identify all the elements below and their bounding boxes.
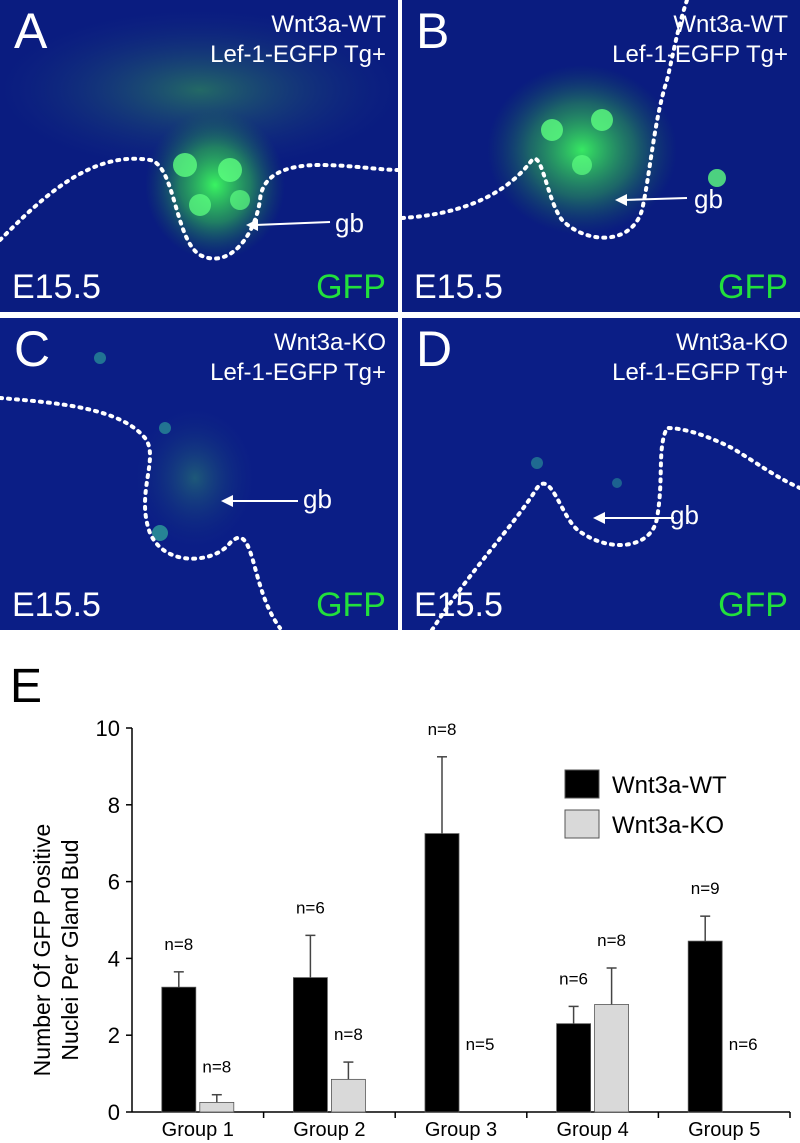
y-axis-label-line2: Nuclei Per Gland Bud (57, 839, 83, 1060)
stain-label: GFP (316, 586, 386, 624)
plot-area: 0 2 4 6 8 10 Group 1 n=8 n=8 Group 2 n=6 n=8 Group 3… (96, 716, 791, 1141)
legend-entry: Wnt3a-WT (612, 772, 727, 799)
bar-ko (594, 1004, 629, 1113)
stage-label: E15.5 (12, 268, 101, 306)
gland-bud-label: gb (670, 500, 699, 530)
micrograph-panel-a: A Wnt3a-WT Lef-1-EGFP Tg+ gb E15.5 GFP (0, 0, 398, 312)
tissue-image-a (0, 0, 398, 312)
legend: Wnt3a-WT Wnt3a-KO (564, 769, 727, 839)
sample-size-label: n=8 (164, 935, 193, 954)
panel-label: C (14, 321, 51, 377)
y-tick-label: 8 (108, 793, 120, 818)
tissue-image-d (402, 318, 800, 630)
sample-size-label: n=8 (597, 931, 626, 950)
sample-size-label: n=8 (202, 1058, 231, 1077)
micrograph-panel-b: B Wnt3a-WT Lef-1-EGFP Tg+ gb E15.5 GFP (402, 0, 800, 312)
bar-wt (161, 986, 197, 1113)
x-tick-label: Group 2 (293, 1119, 365, 1141)
y-axis-label-line1: Number Of GFP Positive (29, 824, 55, 1077)
panel-label: B (416, 3, 450, 59)
x-tick-label: Group 1 (162, 1119, 234, 1141)
tissue-image-c (0, 318, 398, 630)
y-tick-label: 4 (108, 946, 120, 971)
legend-entry: Wnt3a-KO (612, 812, 724, 839)
legend-swatch (564, 769, 600, 799)
y-tick-label: 10 (96, 716, 120, 741)
bar-chart-e: E Number Of GFP Positive Nuclei Per Glan… (10, 660, 791, 1141)
bar-ko (199, 1101, 235, 1113)
x-tick-label: Group 3 (425, 1119, 497, 1141)
micrograph-panel-d: D Wnt3a-KO Lef-1-EGFP Tg+ gb E15.5 GFP (402, 318, 800, 630)
gland-bud-label: gb (303, 484, 332, 514)
genotype-line2: Lef-1-EGFP Tg+ (612, 359, 788, 386)
sample-size-label: n=9 (691, 879, 720, 898)
stage-label: E15.5 (414, 586, 503, 624)
gland-bud-label: gb (335, 208, 364, 238)
genotype-label: Wnt3a-WT Lef-1-EGFP Tg+ (612, 10, 788, 70)
genotype-line2: Lef-1-EGFP Tg+ (210, 41, 386, 68)
y-tick-label: 2 (108, 1023, 120, 1048)
genotype-label: Wnt3a-KO Lef-1-EGFP Tg+ (612, 328, 788, 388)
genotype-line1: Wnt3a-WT (673, 11, 788, 38)
panel-label-e: E (10, 660, 42, 713)
micrograph-panel-c: C Wnt3a-KO Lef-1-EGFP Tg+ gb E15.5 GFP (0, 318, 398, 630)
x-tick-label: Group 5 (688, 1119, 760, 1141)
bar-ko (330, 1078, 366, 1113)
sample-size-label: n=6 (559, 969, 588, 988)
panel-label: A (14, 3, 48, 59)
sample-size-label: n=6 (729, 1035, 758, 1054)
genotype-label: Wnt3a-WT Lef-1-EGFP Tg+ (210, 10, 386, 70)
gland-bud-label: gb (694, 184, 723, 214)
stage-label: E15.5 (12, 586, 101, 624)
genotype-line2: Lef-1-EGFP Tg+ (612, 41, 788, 68)
sample-size-label: n=6 (296, 898, 325, 917)
bar-wt (292, 977, 328, 1113)
sample-size-label: n=8 (428, 720, 457, 739)
y-tick-label: 0 (108, 1100, 120, 1125)
stain-label: GFP (718, 268, 788, 306)
stain-label: GFP (316, 268, 386, 306)
y-axis-label: Number Of GFP Positive Nuclei Per Gland … (29, 824, 83, 1077)
genotype-line2: Lef-1-EGFP Tg+ (210, 359, 386, 386)
sample-size-label: n=5 (466, 1035, 495, 1054)
genotype-line1: Wnt3a-KO (675, 329, 788, 356)
stage-label: E15.5 (414, 268, 503, 306)
panel-label: D (416, 321, 453, 377)
x-tick-label: Group 4 (556, 1119, 628, 1141)
legend-swatch (564, 809, 600, 839)
y-tick-label: 6 (108, 870, 120, 895)
bar-wt (687, 940, 723, 1113)
bar-wt (424, 833, 460, 1113)
bar-wt (556, 1023, 591, 1113)
sample-size-label: n=8 (334, 1025, 363, 1044)
genotype-label: Wnt3a-KO Lef-1-EGFP Tg+ (210, 328, 386, 388)
genotype-line1: Wnt3a-KO (273, 329, 386, 356)
genotype-line1: Wnt3a-WT (271, 11, 386, 38)
stain-label: GFP (718, 586, 788, 624)
tissue-image-b (402, 0, 800, 312)
